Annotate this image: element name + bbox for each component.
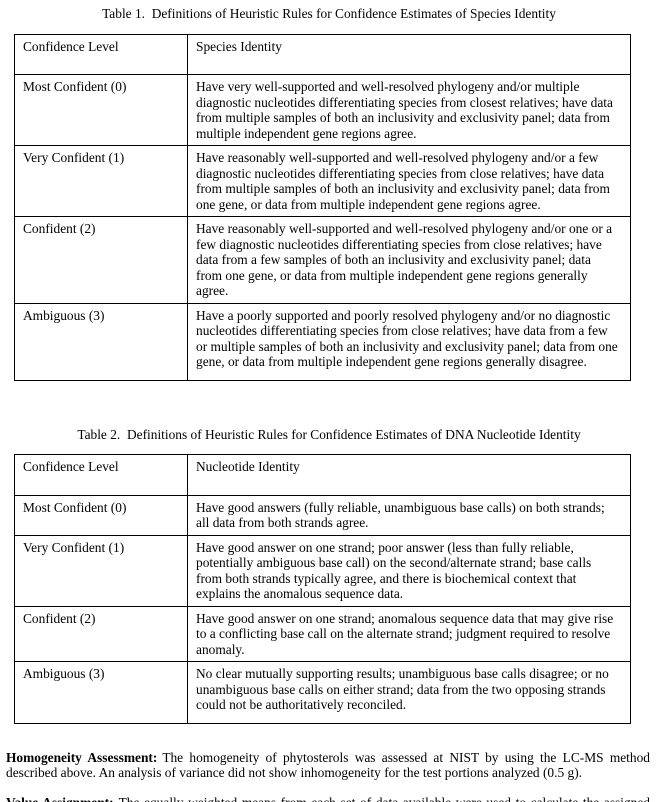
confidence-level-cell: Most Confident (0) <box>14 74 188 146</box>
table1-species-identity: Confidence Level Species Identity Most C… <box>14 33 631 381</box>
table1-row-ambiguous: Ambiguous (3) Have a poorly supported an… <box>14 302 631 381</box>
table2-nucleotide-identity: Confidence Level Nucleotide Identity Mos… <box>14 454 631 724</box>
table1-row-very-confident: Very Confident (1) Have reasonably well-… <box>14 145 631 217</box>
confidence-level-cell: Most Confident (0) <box>14 494 188 536</box>
table1-header-row: Confidence Level Species Identity <box>14 33 631 75</box>
definition-cell: Have good answers (fully reliable, unamb… <box>187 494 631 536</box>
homogeneity-assessment-paragraph: Homogeneity Assessment: The homogeneity o… <box>6 750 650 781</box>
value-assignment-label: Value Assignment: <box>6 794 114 802</box>
table2-row-most-confident: Most Confident (0) Have good answers (fu… <box>14 494 631 536</box>
homogeneity-assessment-text: The homogeneity of phytosterols was asse… <box>6 749 650 781</box>
confidence-level-cell: Ambiguous (3) <box>14 661 188 724</box>
definition-cell: Have reasonably well-supported and well-… <box>187 216 631 304</box>
table2-row-very-confident: Very Confident (1) Have good answer on o… <box>14 534 631 607</box>
table2-caption: Table 2. Definitions of Heuristic Rules … <box>77 426 581 442</box>
table2-row-ambiguous: Ambiguous (3) No clear mutually supporti… <box>14 661 631 724</box>
definition-cell: Have very well-supported and well-resolv… <box>187 74 631 146</box>
definition-cell: Have reasonably well-supported and well-… <box>187 145 631 217</box>
table1-row-confident: Confident (2) Have reasonably well-suppo… <box>14 216 631 304</box>
definition-cell: Have good answer on one strand; anomalou… <box>187 605 631 662</box>
table2-header-nucleotide-identity: Nucleotide Identity <box>187 454 631 496</box>
table1-header-confidence-level: Confidence Level <box>14 33 188 75</box>
table2-header-row: Confidence Level Nucleotide Identity <box>14 454 631 496</box>
definition-cell: No clear mutually supporting results; un… <box>187 661 631 724</box>
confidence-level-cell: Confident (2) <box>14 216 188 304</box>
confidence-level-cell: Very Confident (1) <box>14 145 188 217</box>
definition-cell: Have a poorly supported and poorly resol… <box>187 302 631 381</box>
confidence-level-cell: Very Confident (1) <box>14 534 188 607</box>
homogeneity-assessment-label: Homogeneity Assessment: <box>6 749 158 765</box>
value-assignment-text: The equally weighted means from each set… <box>118 794 650 802</box>
definition-cell: Have good answer on one strand; poor ans… <box>187 534 631 607</box>
table1-row-most-confident: Most Confident (0) Have very well-suppor… <box>14 74 631 146</box>
table1-caption: Table 1. Definitions of Heuristic Rules … <box>102 6 556 21</box>
confidence-level-cell: Confident (2) <box>14 605 188 662</box>
confidence-level-cell: Ambiguous (3) <box>14 302 188 381</box>
table2-row-confident: Confident (2) Have good answer on one st… <box>14 605 631 662</box>
table2-header-confidence-level: Confidence Level <box>14 454 188 496</box>
table1-header-species-identity: Species Identity <box>187 33 631 75</box>
value-assignment-paragraph: Value Assignment: The equally weighted me… <box>6 795 650 802</box>
